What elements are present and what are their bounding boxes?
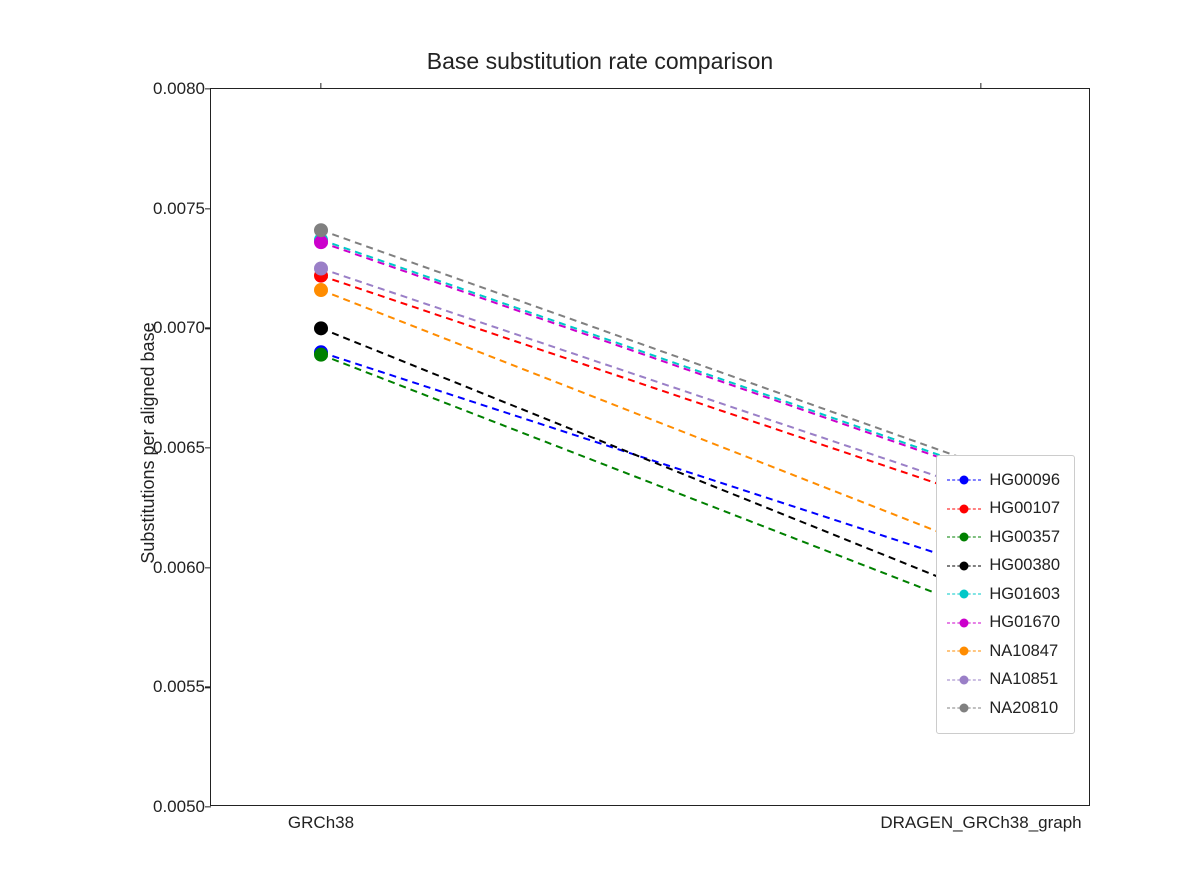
- legend-entry-HG00380[interactable]: HG00380: [947, 552, 1060, 581]
- legend-label-HG00107: HG00107: [989, 499, 1060, 518]
- legend-swatch-HG01670: [947, 618, 981, 628]
- data-point-NA10847-0[interactable]: [314, 283, 328, 297]
- data-point-HG00380-0[interactable]: [314, 321, 328, 335]
- series-line-HG00107: [321, 276, 981, 499]
- legend-label-HG00357: HG00357: [989, 528, 1060, 547]
- legend-dot-HG01670: [960, 618, 969, 627]
- x-tick-label-1: DRAGEN_GRCh38_graph: [880, 813, 1081, 833]
- legend-entry-HG00096[interactable]: HG00096: [947, 466, 1060, 495]
- legend-entry-HG00107[interactable]: HG00107: [947, 495, 1060, 524]
- legend-entry-HG00357[interactable]: HG00357: [947, 523, 1060, 552]
- chart-root: Base substitution rate comparison Substi…: [0, 0, 1200, 886]
- legend-dot-HG00380: [960, 561, 969, 570]
- legend-label-HG01603: HG01603: [989, 585, 1060, 604]
- legend-label-NA20810: NA20810: [989, 699, 1058, 718]
- data-point-HG01670-0[interactable]: [314, 235, 328, 249]
- series-line-NA10851: [321, 269, 981, 492]
- legend-swatch-HG00380: [947, 561, 981, 571]
- legend-entry-NA10851[interactable]: NA10851: [947, 666, 1060, 695]
- legend-dot-HG00107: [960, 504, 969, 513]
- legend-box[interactable]: HG00096 HG00107 HG00357 HG00380 HG01603 HG016…: [936, 455, 1075, 734]
- legend-swatch-HG00096: [947, 475, 981, 485]
- legend-entry-NA20810[interactable]: NA20810: [947, 694, 1060, 723]
- legend-dot-NA10851: [960, 675, 969, 684]
- y-tick-label-5: 0.0075: [153, 199, 205, 219]
- series-line-NA10847: [321, 290, 981, 548]
- series-line-HG00096: [321, 352, 981, 567]
- legend-dot-HG01603: [960, 590, 969, 599]
- legend-entry-HG01603[interactable]: HG01603: [947, 580, 1060, 609]
- legend-swatch-HG00357: [947, 532, 981, 542]
- legend-label-HG00096: HG00096: [989, 471, 1060, 490]
- y-tick-label-2: 0.0060: [153, 558, 205, 578]
- legend-dot-NA20810: [960, 704, 969, 713]
- legend-swatch-NA10851: [947, 675, 981, 685]
- legend-label-NA10847: NA10847: [989, 642, 1058, 661]
- y-tick-label-3: 0.0065: [153, 438, 205, 458]
- series-line-NA20810: [321, 230, 981, 465]
- legend-swatch-NA10847: [947, 646, 981, 656]
- legend-entry-NA10847[interactable]: NA10847: [947, 637, 1060, 666]
- series-line-HG01603: [321, 240, 981, 470]
- y-tick-label-6: 0.0080: [153, 79, 205, 99]
- legend-label-HG01670: HG01670: [989, 613, 1060, 632]
- legend-dot-NA10847: [960, 647, 969, 656]
- y-tick-label-1: 0.0055: [153, 677, 205, 697]
- legend-entry-HG01670[interactable]: HG01670: [947, 609, 1060, 638]
- legend-swatch-NA20810: [947, 703, 981, 713]
- x-tick-label-0: GRCh38: [288, 813, 354, 833]
- legend-label-HG00380: HG00380: [989, 556, 1060, 575]
- y-tick-label-4: 0.0070: [153, 318, 205, 338]
- legend-dot-HG00357: [960, 533, 969, 542]
- legend-label-NA10851: NA10851: [989, 670, 1058, 689]
- data-point-NA10851-0[interactable]: [314, 262, 328, 276]
- legend-dot-HG00096: [960, 476, 969, 485]
- legend-swatch-HG01603: [947, 589, 981, 599]
- chart-title: Base substitution rate comparison: [0, 48, 1200, 75]
- plot-area: 0.0050 0.0055 0.0060 0.0065 0.0070 0.0075 0.00…: [210, 88, 1090, 806]
- legend-swatch-HG00107: [947, 504, 981, 514]
- series-line-HG00380: [321, 328, 981, 594]
- data-point-HG00357-0[interactable]: [314, 348, 328, 362]
- y-tick-label-0: 0.0050: [153, 797, 205, 817]
- series-line-HG00357: [321, 355, 981, 611]
- data-point-NA20810-0[interactable]: [314, 223, 328, 237]
- series-line-HG01670: [321, 242, 981, 472]
